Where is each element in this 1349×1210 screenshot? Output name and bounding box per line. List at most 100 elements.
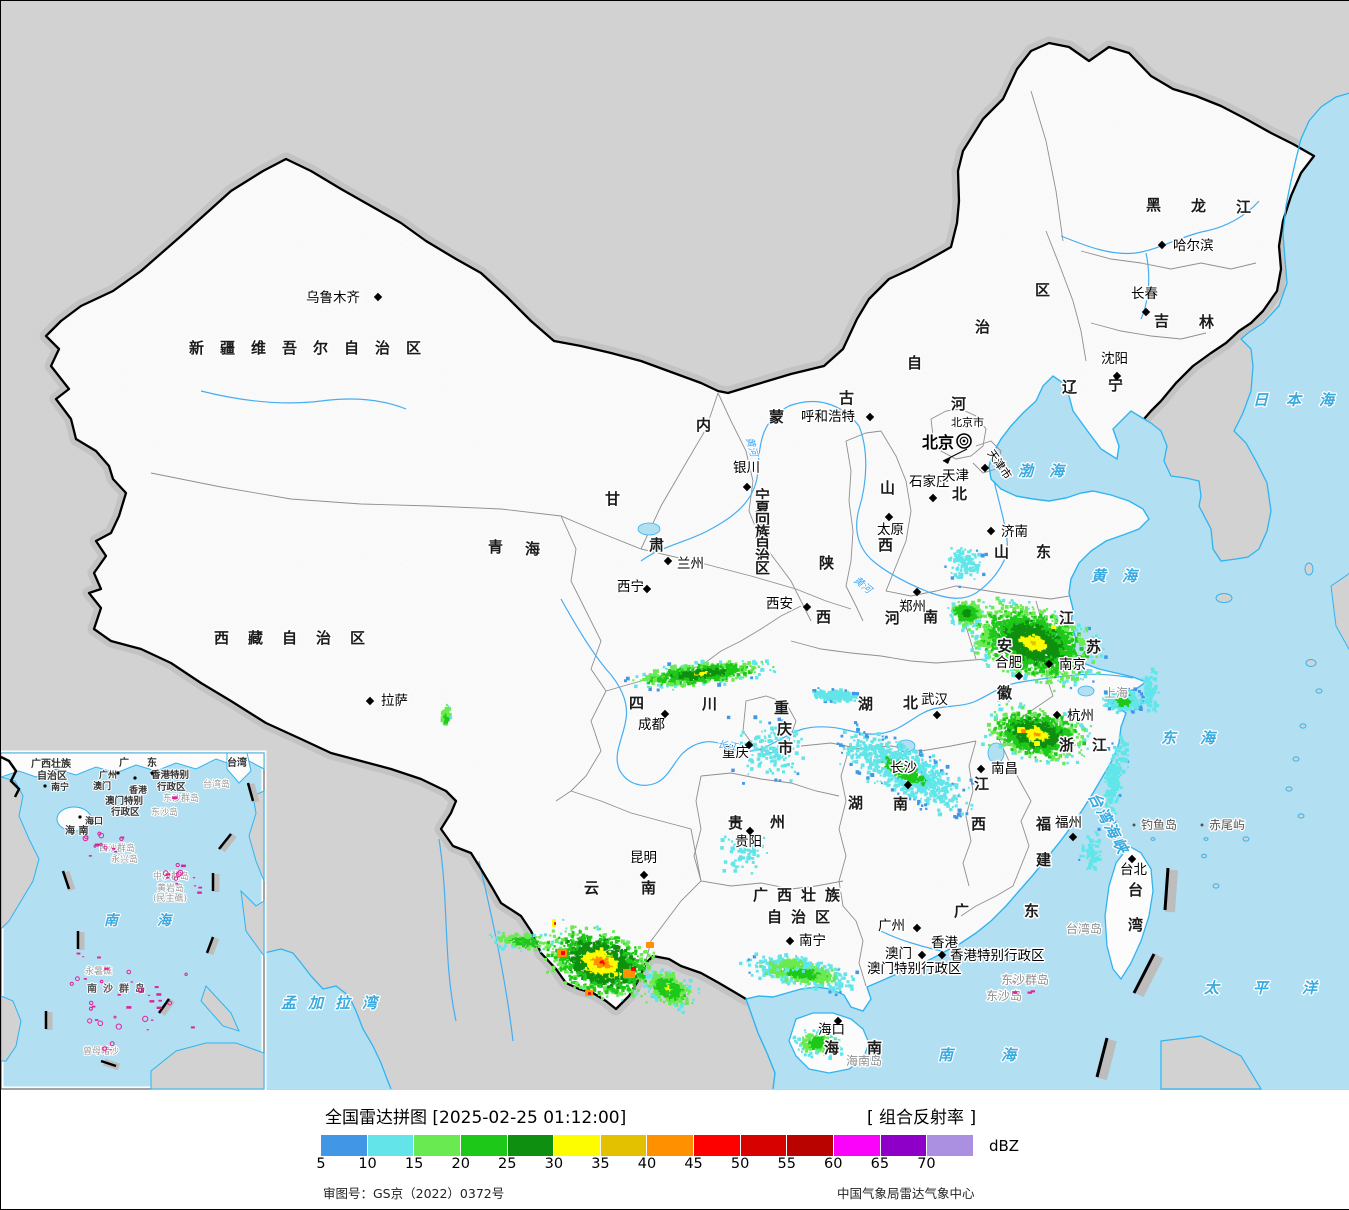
map-label: 昆明 [630, 850, 657, 866]
map-label: 澳门 [93, 780, 111, 792]
map-label: 哈尔滨 [1173, 238, 1214, 254]
map-label: 重 [774, 699, 789, 717]
map-label: 南昌 [991, 761, 1018, 777]
map-label: 建 [1036, 851, 1052, 869]
map-label: 东沙岛 [151, 806, 178, 818]
map-label: 北京市 [951, 415, 984, 429]
map-label: 东沙群岛 [163, 792, 199, 804]
radar-map-area: 新疆维吾尔自治区西藏自治区广西壮族自治区内蒙古自治区黑龙江吉林辽宁河北山西山东河… [1, 1, 1349, 1090]
map-label: 天津 [942, 468, 969, 484]
map-label: 沈阳 [1101, 351, 1128, 367]
map-label: 湖 [848, 794, 863, 812]
map-label: 山 [880, 479, 895, 497]
map-label: 南宁 [51, 781, 69, 793]
colorbar-tick: 65 [871, 1156, 889, 1172]
map-label: 银川 [733, 460, 760, 476]
map-label: 肃 [649, 536, 664, 554]
map-label: 黄岩岛 [157, 882, 184, 894]
map-label: 蒙 [769, 408, 784, 426]
map-label: 杭州 [1067, 708, 1094, 724]
colorbar-tick: 10 [358, 1156, 376, 1172]
colorbar-segment [321, 1135, 368, 1156]
map-label: 澳门特别 [105, 795, 143, 807]
map-label: 黑 [1146, 196, 1161, 214]
colorbar-tick: 15 [405, 1156, 423, 1172]
colorbar-segment [834, 1135, 881, 1156]
colorbar-segment [927, 1135, 973, 1156]
map-label: 呼和浩特 [801, 409, 855, 425]
colorbar-tick: 40 [638, 1156, 656, 1172]
colorbar-segment [368, 1135, 415, 1156]
map-label: 庆 [777, 720, 792, 738]
map-label: 海 南 [65, 824, 88, 837]
map-label: 新疆维吾尔自治区 [189, 339, 437, 357]
map-label: 苏 [1086, 638, 1101, 656]
dbz-colorbar [321, 1135, 973, 1156]
map-label: 永兴岛 [111, 853, 138, 865]
colorbar-segment [694, 1135, 741, 1156]
map-label: 中沙群岛 [153, 870, 189, 882]
map-title: 全国雷达拼图 [2025-02-25 01:12:00] [325, 1103, 626, 1128]
map-review-number: 审图号：GS京（2022）0372号 [323, 1183, 504, 1202]
map-label: 钓鱼岛 [1141, 817, 1177, 832]
map-label: 行政区 [156, 781, 186, 793]
map-label: 古 [839, 389, 854, 407]
map-label: 永暑礁 [85, 965, 112, 977]
map-label: 贵阳 [735, 834, 762, 850]
map-label: 区 [1035, 281, 1050, 299]
map-label: 云 [584, 879, 599, 897]
colorbar-tick: 35 [591, 1156, 609, 1172]
map-label: 西 [971, 815, 986, 833]
map-label: 市 [778, 739, 793, 757]
colorbar-segment [601, 1135, 648, 1156]
map-label: 南京 [1059, 657, 1086, 673]
map-label: 湾 [1128, 916, 1143, 934]
map-label: 香港特别行政区 [950, 948, 1045, 964]
map-label: 北京 [922, 433, 954, 452]
colorbar-segment [647, 1135, 694, 1156]
credit-label: 中国气象局雷达气象中心 [837, 1183, 975, 1202]
map-label: 广 [119, 756, 129, 769]
map-label: 内 [696, 416, 711, 434]
map-label: 陕 [819, 554, 834, 572]
map-label: 青 [488, 538, 503, 556]
map-label: 行政区 [110, 806, 140, 818]
map-label: 西 [878, 536, 893, 554]
map-label: 南 [893, 795, 908, 813]
map-label: 江 [974, 775, 989, 793]
map-label: 湖 [858, 695, 873, 713]
map-label: 北 [952, 485, 967, 503]
map-label: 徽 [996, 684, 1013, 702]
colorbar-tick: 30 [545, 1156, 563, 1172]
map-label: 西 [816, 608, 831, 626]
map-label: 广州 [99, 769, 117, 781]
colorbar-tick: 55 [777, 1156, 795, 1172]
colorbar-segment [461, 1135, 508, 1156]
colorbar-tick: 5 [316, 1156, 325, 1172]
colorbar-tick: 60 [824, 1156, 842, 1172]
map-label: 川 [701, 695, 717, 713]
colorbar-segment [741, 1135, 788, 1156]
map-label: 南 [641, 879, 656, 897]
map-label: 河 [951, 395, 966, 413]
map-label: 自 [907, 354, 922, 372]
map-label: 日本海 [1253, 391, 1349, 409]
map-label: 东 [1036, 543, 1051, 561]
map-label: 治 [975, 318, 990, 336]
map-label: 北 [903, 694, 918, 712]
colorbar-segment [881, 1135, 928, 1156]
map-label: (民主礁) [153, 892, 187, 904]
map-label: 海 [824, 1039, 839, 1057]
map-label: 吉 [1154, 312, 1169, 330]
legend-panel: 全国雷达拼图 [2025-02-25 01:12:00] [ 组合反射率 ] d… [1, 1090, 1349, 1209]
map-label: 山 [994, 543, 1009, 561]
map-label: 东 [1024, 902, 1039, 920]
map-label: 长春 [1131, 286, 1159, 302]
map-label: 东沙群岛 [1001, 972, 1049, 987]
map-label: 龙 [1190, 197, 1206, 215]
map-label: 辽 [1062, 378, 1077, 396]
map-label: 曾母暗沙 [83, 1045, 119, 1057]
colorbar-segment [414, 1135, 461, 1156]
map-label: 长沙 [890, 760, 917, 776]
